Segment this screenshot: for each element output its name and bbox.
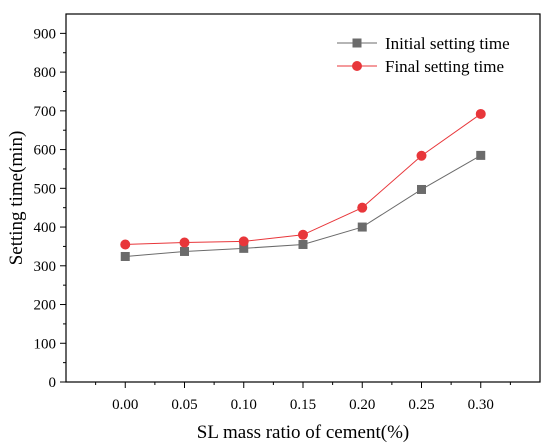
x-axis-ticks: 0.00 0.05 0.10 0.15 0.20 0.25 0.30 xyxy=(95,382,511,413)
data-point xyxy=(298,229,308,240)
legend-label: Final setting time xyxy=(385,57,504,76)
data-point xyxy=(475,108,486,119)
x-tick-label: 0.00 xyxy=(112,397,138,413)
series-line xyxy=(125,113,482,245)
data-point xyxy=(476,150,486,160)
y-tick-label: 200 xyxy=(34,298,57,314)
data-point xyxy=(120,239,131,250)
y-tick-label: 700 xyxy=(34,104,57,120)
x-tick-label: 0.20 xyxy=(349,397,375,413)
data-point xyxy=(416,150,427,161)
legend-marker xyxy=(352,38,362,48)
data-point xyxy=(238,236,249,247)
legend: Initial setting time Final setting time xyxy=(337,34,510,76)
y-tick-label: 100 xyxy=(34,336,57,352)
data-point xyxy=(357,222,367,232)
data-point xyxy=(180,246,189,256)
y-tick-label: 800 xyxy=(34,65,57,81)
x-tick-label: 0.05 xyxy=(171,397,197,413)
legend-label: Initial setting time xyxy=(385,34,510,53)
x-tick-label: 0.25 xyxy=(408,397,434,413)
data-point xyxy=(120,251,130,261)
x-tick-label: 0.10 xyxy=(231,397,257,413)
x-tick-label: 0.15 xyxy=(290,397,316,413)
y-tick-label: 500 xyxy=(34,181,57,197)
y-tick-label: 600 xyxy=(34,143,57,159)
data-point xyxy=(179,237,190,248)
y-tick-label: 0 xyxy=(49,375,57,391)
x-axis-title: SL mass ratio of cement(%) xyxy=(197,422,409,443)
y-tick-label: 400 xyxy=(34,220,57,236)
series-circle xyxy=(120,108,486,250)
y-tick-label: 300 xyxy=(34,259,57,275)
y-axis-title: Setting time(min) xyxy=(6,131,27,266)
legend-entry: Final setting time xyxy=(337,57,504,76)
y-axis-ticks: 0 100 200 300 400 500 600 700 800 900 xyxy=(34,26,66,391)
series-layer xyxy=(120,108,486,261)
data-point xyxy=(239,243,249,253)
data-point xyxy=(298,239,308,249)
data-point xyxy=(417,184,426,194)
legend-marker xyxy=(352,61,362,71)
series-square xyxy=(120,150,486,261)
y-tick-label: 900 xyxy=(34,26,57,42)
x-tick-label: 0.30 xyxy=(468,397,494,413)
data-point xyxy=(357,202,368,213)
legend-entry: Initial setting time xyxy=(337,34,510,53)
